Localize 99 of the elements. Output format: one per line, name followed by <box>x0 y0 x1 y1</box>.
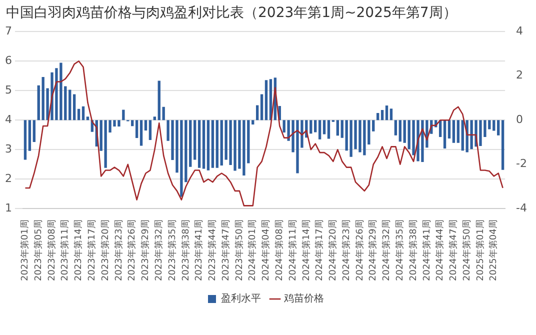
bar <box>72 94 76 120</box>
x-tick-label: 2023年第41周 <box>194 220 205 282</box>
bar <box>193 120 196 160</box>
x-tick-label: 2023年第23周 <box>113 220 124 282</box>
x-tick-label: 2023年第44周 <box>207 220 218 282</box>
x-tick-label: 2023年第29周 <box>140 220 152 282</box>
bar <box>385 106 388 120</box>
y-tick-label: 7 <box>5 24 12 38</box>
x-tick-label: 2024年第29周 <box>368 220 379 282</box>
bar <box>497 120 500 136</box>
x-tick-label: 2024年第35周 <box>394 220 406 282</box>
bar <box>198 120 201 168</box>
bar <box>501 120 504 170</box>
x-tick-label: 2024年第17周 <box>314 220 326 282</box>
x-tick-label: 2023年第17周 <box>86 220 98 282</box>
bar <box>202 120 206 169</box>
y-tick-label: 4 <box>5 112 12 126</box>
x-tick-label: 2024年第47周 <box>448 220 460 282</box>
x-tick-label: 2023年第26周 <box>126 220 138 282</box>
x-tick-label: 2023年第01周 <box>20 220 31 282</box>
x-tick-label: 2024年第01周 <box>247 220 258 282</box>
x-tick-label: 2024年第11周 <box>287 220 298 282</box>
bar <box>376 113 380 120</box>
y-tick-label: 2 <box>5 172 12 185</box>
bar <box>327 120 330 139</box>
chart-title: 中国白羽肉鸡苗价格与肉鸡盈利对比表（2023年第1周~2025年第7周） <box>5 4 458 22</box>
bar <box>189 120 192 167</box>
x-tick-label: 2024年第44周 <box>434 220 446 282</box>
bar <box>252 120 254 125</box>
bar <box>122 110 125 120</box>
y2-tick-label: 4 <box>516 24 524 38</box>
x-tick-label: 2024年第23周 <box>340 220 352 282</box>
y2-tick-label: 0 <box>516 112 524 126</box>
bar <box>394 120 398 136</box>
bar <box>158 80 160 120</box>
x-tick-label: 2025年第04周 <box>488 220 500 282</box>
bar <box>153 116 156 120</box>
bar <box>456 120 460 143</box>
x-tick-label: 2024年第26周 <box>354 220 366 282</box>
bar <box>380 110 384 120</box>
legend-label: 鸡苗价格 <box>283 292 324 305</box>
bar <box>144 120 148 131</box>
bar <box>77 108 80 120</box>
bar <box>216 120 218 168</box>
bar <box>336 120 339 136</box>
x-tick-label: 2023年第38周 <box>180 220 192 282</box>
bar <box>461 120 464 151</box>
bar <box>314 120 317 132</box>
bar <box>206 120 210 170</box>
x-tick-label: 2023年第14周 <box>73 220 84 282</box>
y-tick-label: 6 <box>5 54 12 67</box>
x-tick-label: 2024年第14周 <box>300 220 312 282</box>
bar <box>28 120 32 151</box>
x-tick-label: 2024年第20周 <box>328 220 339 282</box>
bar <box>322 120 326 134</box>
y2-tick-label: 2 <box>516 68 524 82</box>
bar <box>131 120 134 126</box>
x-tick-label: 2024年第32周 <box>381 220 392 282</box>
bar <box>162 106 165 120</box>
x-tick-label: 2024年第50周 <box>461 220 472 282</box>
x-tick-label: 2024年第41周 <box>421 220 432 282</box>
bar <box>443 120 446 148</box>
bar <box>135 120 138 138</box>
bar <box>86 116 90 120</box>
bar <box>68 90 72 120</box>
x-tick-label: 2023年第50周 <box>234 220 245 282</box>
bar <box>318 120 322 140</box>
y-tick-label: 1 <box>5 202 12 215</box>
bar <box>32 120 36 142</box>
bar <box>390 108 393 120</box>
x-tick-label: 2023年第05周 <box>32 220 44 282</box>
bar <box>148 120 152 140</box>
y2-tick-label: -2 <box>516 157 527 170</box>
x-tick-label: 2023年第11周 <box>60 220 71 282</box>
bar <box>452 120 456 143</box>
bar <box>24 120 27 160</box>
bar <box>211 120 214 168</box>
x-tick-label: 2024年第08周 <box>274 220 285 282</box>
x-tick-label: 2023年第35周 <box>166 220 178 282</box>
x-tick-label: 2023年第08周 <box>46 220 58 282</box>
legend-label: 盈利水平 <box>221 292 261 305</box>
bar <box>372 120 375 132</box>
x-tick-label: 2024年第38周 <box>408 220 419 282</box>
bar <box>492 120 496 131</box>
x-tick-label: 2025年第01周 <box>474 220 486 282</box>
bar <box>260 94 264 120</box>
x-tick-label: 2024年第04周 <box>260 220 272 282</box>
x-tick-label: 2023年第20周 <box>100 220 111 282</box>
x-tick-label: 2023年第47周 <box>220 220 232 282</box>
y2-tick-label: -4 <box>516 202 527 215</box>
bar <box>448 120 451 138</box>
bar <box>256 105 259 120</box>
bar <box>398 120 402 142</box>
bar <box>82 106 85 120</box>
x-tick-label: 2023年第32周 <box>153 220 164 282</box>
bar <box>264 80 268 120</box>
y-tick-label: 3 <box>5 142 12 156</box>
bar <box>140 120 143 146</box>
y-tick-label: 5 <box>5 83 12 96</box>
